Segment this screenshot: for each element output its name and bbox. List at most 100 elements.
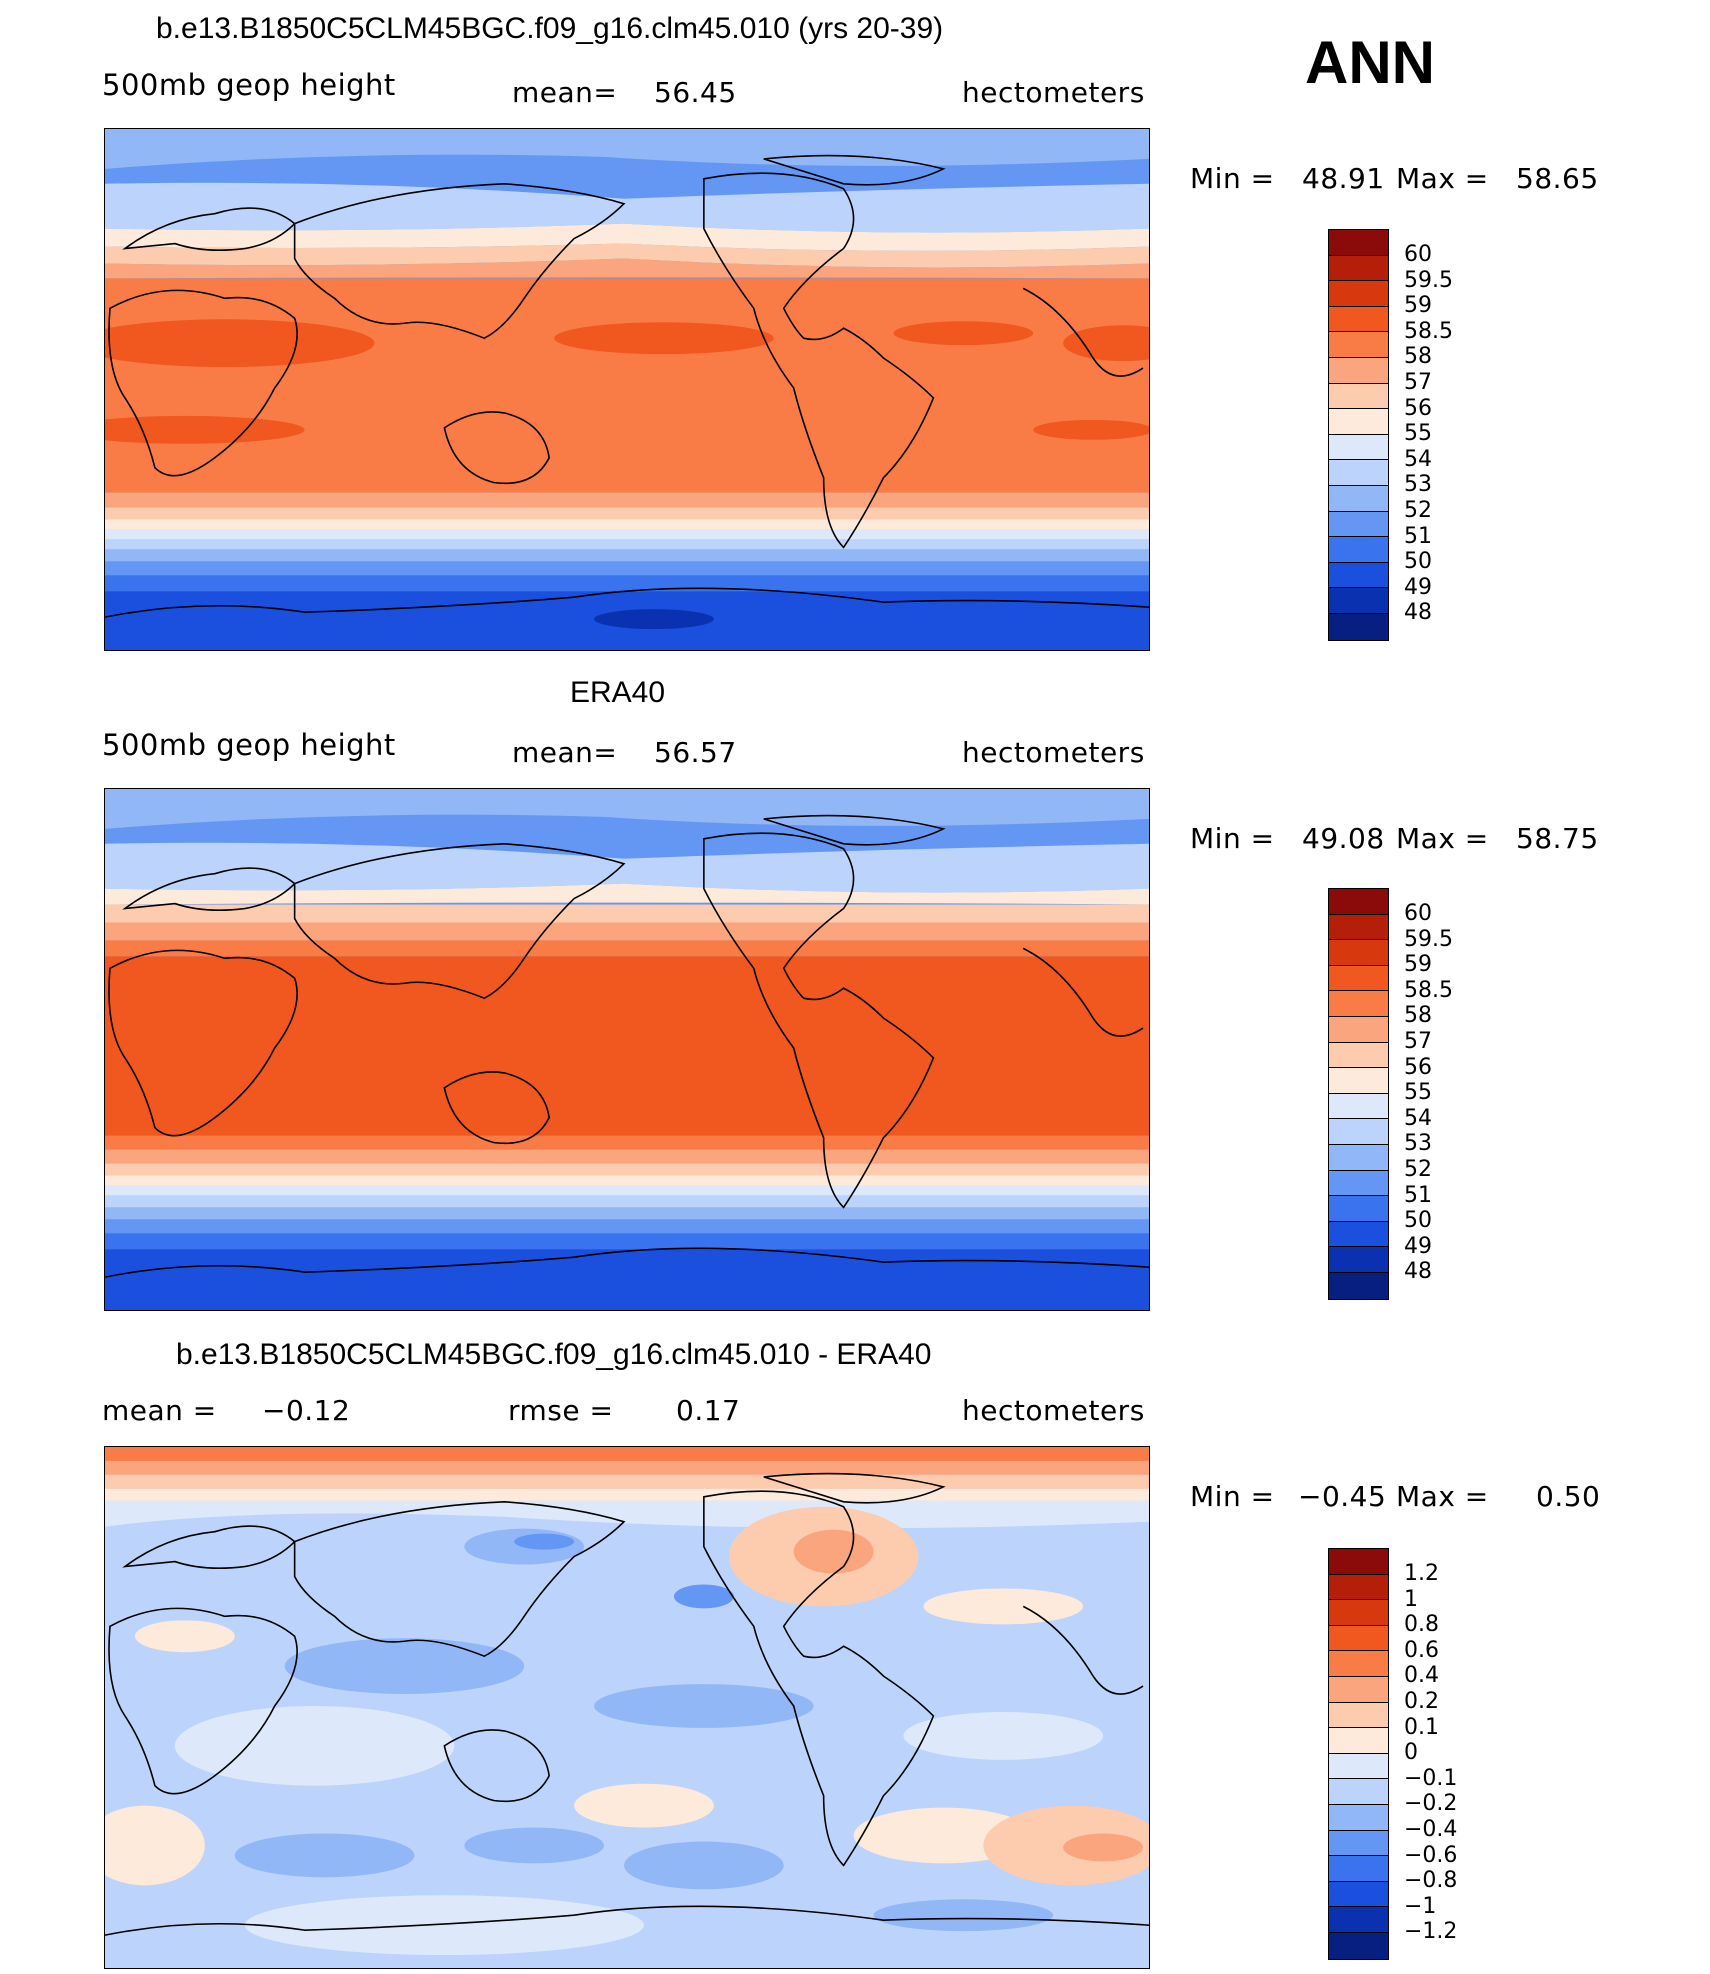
colorbar-swatch xyxy=(1329,306,1388,333)
colorbar-tick-label: 55 xyxy=(1404,1080,1432,1106)
colorbar-swatch xyxy=(1329,1625,1388,1652)
colorbar-tick-label: 51 xyxy=(1404,523,1432,549)
colorbar-tick-label: 58 xyxy=(1404,1003,1432,1029)
colorbar-tick-label: 1 xyxy=(1404,1586,1418,1612)
colorbar-tick-label: 1.2 xyxy=(1404,1561,1439,1586)
colorbar-tick-label: 50 xyxy=(1404,549,1432,575)
colorbar-swatch xyxy=(1329,1221,1388,1248)
colorbar-swatch xyxy=(1329,889,1388,915)
colorbar-swatch xyxy=(1329,332,1388,358)
colorbar-tick-label: 0.8 xyxy=(1404,1612,1439,1638)
panel-3-max-value: 0.50 xyxy=(1536,1480,1601,1513)
colorbar-swatch xyxy=(1329,460,1388,486)
colorbar-tick-label: 48 xyxy=(1404,1259,1432,1285)
colorbar-swatch xyxy=(1329,357,1388,384)
colorbar-tick-label: −0.8 xyxy=(1404,1868,1458,1894)
colorbar-tick-label: 0 xyxy=(1404,1740,1418,1766)
colorbar-tick-label: 57 xyxy=(1404,369,1432,395)
colorbar-swatch xyxy=(1329,1170,1388,1197)
panel-2-mean-value: 56.57 xyxy=(654,736,737,769)
colorbar-swatch xyxy=(1329,1932,1388,1959)
colorbar-tick-label: 59.5 xyxy=(1404,926,1453,952)
panel-3-contour-field xyxy=(105,1447,1149,1968)
panel-3-map xyxy=(104,1446,1150,1969)
colorbar-swatch xyxy=(1329,1042,1388,1069)
colorbar-tick-label: 57 xyxy=(1404,1028,1432,1054)
colorbar-swatch xyxy=(1329,255,1388,282)
colorbar-tick-label: 52 xyxy=(1404,1156,1432,1182)
panel-3-rmse-value: 0.17 xyxy=(676,1394,741,1427)
panel-2-map xyxy=(104,788,1150,1311)
colorbar-tick-label: 60 xyxy=(1404,901,1432,926)
colorbar-swatch xyxy=(1329,511,1388,538)
colorbar-tick-label: 59 xyxy=(1404,952,1432,978)
colorbar-swatch xyxy=(1329,1600,1388,1626)
panel-2-max-value: 58.75 xyxy=(1516,822,1599,855)
colorbar-swatch xyxy=(1329,1651,1388,1677)
colorbar-swatch xyxy=(1329,1907,1388,1933)
colorbar-tick-label: 54 xyxy=(1404,446,1432,472)
panel-1-colorbar xyxy=(1328,229,1389,641)
colorbar-swatch xyxy=(1329,1093,1388,1120)
panel-3-mean-label: mean = xyxy=(102,1394,217,1427)
colorbar-swatch xyxy=(1329,383,1388,410)
panel-1-units: hectometers xyxy=(962,76,1145,109)
panel-1-mean-label: mean= xyxy=(512,76,618,109)
colorbar-swatch xyxy=(1329,1196,1388,1222)
colorbar-swatch xyxy=(1329,1144,1388,1171)
colorbar-swatch xyxy=(1329,940,1388,966)
colorbar-tick-label: 49 xyxy=(1404,574,1432,600)
colorbar-tick-label: −1.2 xyxy=(1404,1919,1458,1945)
colorbar-swatch xyxy=(1329,434,1388,461)
panel-1-title: b.e13.B1850C5CLM45BGC.f09_g16.clm45.010 … xyxy=(156,12,944,45)
panel-2-title: ERA40 xyxy=(570,676,666,709)
panel-3-title: b.e13.B1850C5CLM45BGC.f09_g16.clm45.010 … xyxy=(176,1338,932,1371)
colorbar-swatch xyxy=(1329,588,1388,614)
colorbar-tick-label: 0.1 xyxy=(1404,1714,1439,1740)
panel-2-min-label: Min = xyxy=(1190,822,1275,855)
colorbar-swatch xyxy=(1329,537,1388,563)
colorbar-tick-label: 0.6 xyxy=(1404,1637,1439,1663)
colorbar-tick-label: 58 xyxy=(1404,344,1432,370)
panel-1-min-label: Min = xyxy=(1190,162,1275,195)
colorbar-swatch xyxy=(1329,1272,1388,1299)
colorbar-swatch xyxy=(1329,1728,1388,1754)
colorbar-tick-label: 58.5 xyxy=(1404,318,1453,344)
colorbar-tick-label: 49 xyxy=(1404,1233,1432,1259)
colorbar-tick-label: 60 xyxy=(1404,242,1432,267)
panel-1-max-value: 58.65 xyxy=(1516,162,1599,195)
panel-2-min-value: 49.08 xyxy=(1302,822,1385,855)
panel-1-mean-value: 56.45 xyxy=(654,76,737,109)
colorbar-swatch xyxy=(1329,230,1388,256)
panel-1-colorbar-labels: 60 59.5 59 58.5 58 57 56 55 54 53 52 51 50 49 48 xyxy=(1404,242,1453,626)
colorbar-swatch xyxy=(1329,1881,1388,1908)
colorbar-swatch xyxy=(1329,1068,1388,1094)
colorbar-tick-label: 56 xyxy=(1404,395,1432,421)
colorbar-swatch xyxy=(1329,1676,1388,1703)
panel-2-mean-label: mean= xyxy=(512,736,618,769)
colorbar-swatch xyxy=(1329,1119,1388,1145)
colorbar-swatch xyxy=(1329,1856,1388,1882)
season-label: ANN xyxy=(1305,29,1435,96)
colorbar-swatch xyxy=(1329,562,1388,589)
colorbar-swatch xyxy=(1329,281,1388,307)
panel-1-max-label: Max = xyxy=(1396,162,1489,195)
colorbar-tick-label: 51 xyxy=(1404,1182,1432,1208)
panel-2-units: hectometers xyxy=(962,736,1145,769)
colorbar-tick-label: −0.4 xyxy=(1404,1816,1458,1842)
colorbar-tick-label: −0.1 xyxy=(1404,1765,1458,1791)
colorbar-tick-label: 59.5 xyxy=(1404,267,1453,293)
colorbar-swatch xyxy=(1329,613,1388,640)
colorbar-swatch xyxy=(1329,1247,1388,1273)
panel-2-variable: 500mb geop height xyxy=(102,728,396,762)
colorbar-swatch xyxy=(1329,485,1388,512)
colorbar-tick-label: 0.2 xyxy=(1404,1688,1439,1714)
panel-1-map xyxy=(104,128,1150,651)
colorbar-swatch xyxy=(1329,991,1388,1017)
panel-3-colorbar-labels: 1.2 1 0.8 0.6 0.4 0.2 0.1 0 −0.1 −0.2 −0.4 −0.6 −0.8… xyxy=(1404,1561,1457,1945)
colorbar-tick-label: 53 xyxy=(1404,1131,1432,1157)
colorbar-tick-label: 50 xyxy=(1404,1208,1432,1234)
panel-1-variable: 500mb geop height xyxy=(102,68,396,102)
colorbar-swatch xyxy=(1329,914,1388,941)
colorbar-tick-label: −0.6 xyxy=(1404,1842,1458,1868)
